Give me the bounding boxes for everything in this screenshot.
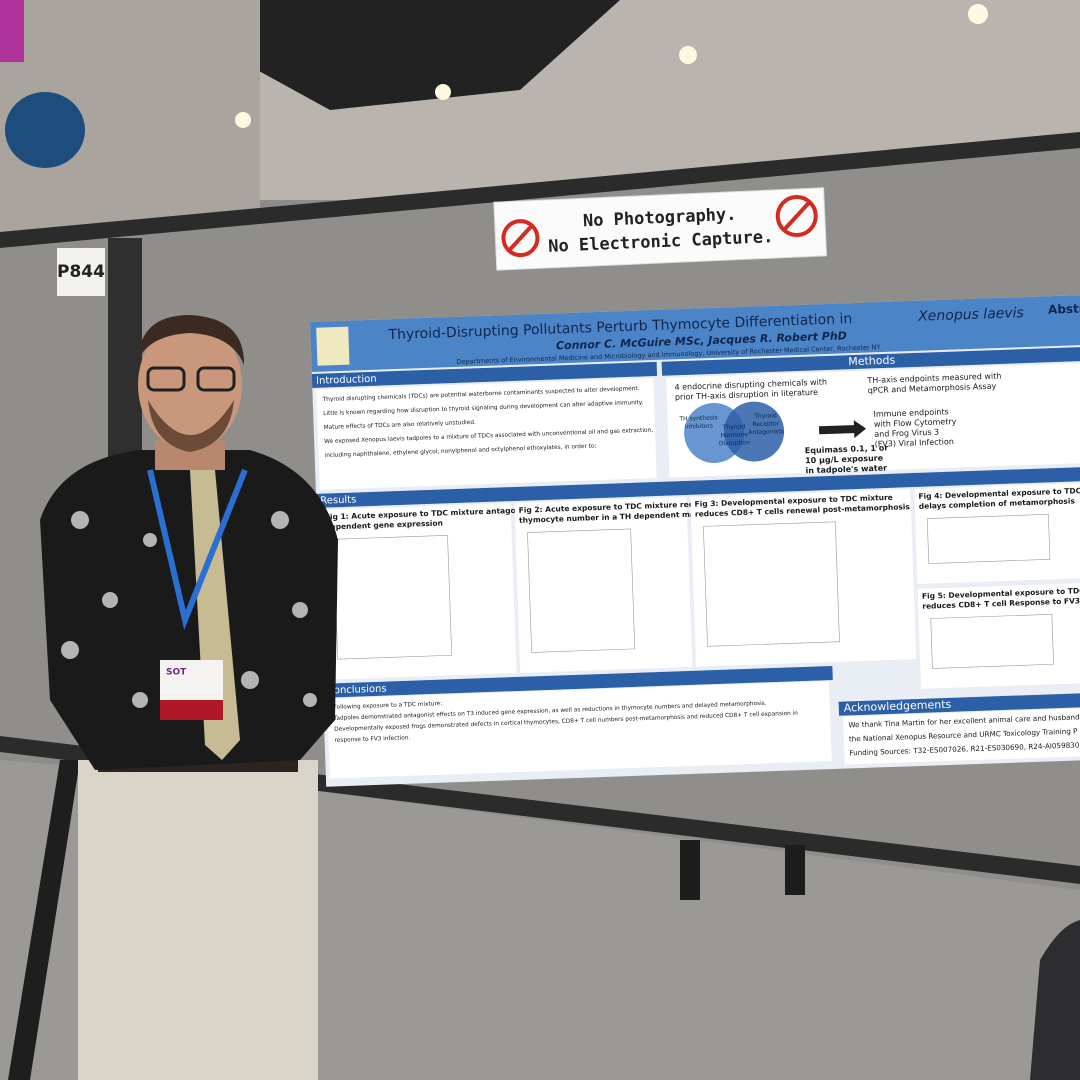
section-heading: Acknowledgements xyxy=(844,698,952,715)
section-heading: Results xyxy=(320,494,356,506)
badge-text: SOT xyxy=(166,668,187,678)
no-phone-icon xyxy=(775,195,818,238)
text-line: Receptor xyxy=(752,420,780,428)
chair xyxy=(1030,920,1080,1080)
text-line: Antagonists xyxy=(748,428,784,436)
shirt-pattern xyxy=(61,511,317,708)
figure-box xyxy=(690,489,917,667)
icon-slash xyxy=(507,224,534,252)
text-line: response to FV3 infection. xyxy=(335,735,411,744)
text-line: dependent gene expression xyxy=(325,518,443,531)
section-bar xyxy=(316,465,1080,508)
text-line: Thyroid xyxy=(753,412,777,420)
text-line: 10 µg/L exposure xyxy=(805,454,884,466)
section-bar xyxy=(322,665,833,698)
face xyxy=(138,320,242,450)
text-line: Mature effects of TDCs are also relative… xyxy=(324,420,476,431)
text-line: Disruption xyxy=(719,439,750,447)
duct xyxy=(5,92,85,168)
figure-box xyxy=(514,496,693,673)
text-line: TH synthesis xyxy=(678,414,718,422)
figures: Fig 1: Acute exposure to TDC mixture ant… xyxy=(320,481,1080,689)
intro-box xyxy=(316,378,657,490)
abstract-label: Abstract xyxy=(1048,301,1080,317)
glasses xyxy=(146,366,186,392)
no-camera-icon xyxy=(501,219,540,258)
text-line: inhibitors xyxy=(685,423,713,431)
figure-plot xyxy=(930,613,1054,669)
arrow xyxy=(818,420,867,439)
text-line: Following exposure to a TDC mixture: xyxy=(333,701,442,711)
badge-stripe xyxy=(160,700,223,720)
booth-number: P844 xyxy=(57,262,105,282)
booth-card xyxy=(57,248,105,296)
text-line: (FV3) Viral Infection xyxy=(874,437,954,449)
text-line: with Flow Cytometry xyxy=(874,417,957,429)
easel-leg xyxy=(8,760,80,1080)
section-bar xyxy=(661,346,1080,376)
wall-frame-top xyxy=(0,132,1080,248)
section-heading: Introduction xyxy=(316,374,377,387)
poster-header xyxy=(310,294,1080,372)
visitor-leg xyxy=(785,845,805,895)
text-line: Hormone xyxy=(720,431,748,439)
ack-box xyxy=(843,706,1080,765)
light xyxy=(968,4,988,24)
text-line: in tadpole's water xyxy=(805,463,887,475)
figure-plot xyxy=(527,528,636,653)
glasses xyxy=(196,366,236,392)
figure-plot xyxy=(926,514,1051,564)
text-line: Immune endpoints xyxy=(873,407,948,419)
conclusions-box xyxy=(327,681,832,779)
light xyxy=(435,84,451,100)
figure-box xyxy=(914,481,1080,584)
poster: Thyroid-Disrupting Pollutants Perturb Th… xyxy=(310,294,1080,787)
sign: No Photography. No Electronic Capture. xyxy=(493,187,828,271)
icon-slash xyxy=(782,201,811,231)
light xyxy=(235,112,251,128)
beard xyxy=(148,400,234,452)
pants xyxy=(78,760,318,1080)
poster-title-species: Xenopus laevis xyxy=(917,305,1024,325)
figure-box xyxy=(320,503,517,680)
figure-plot xyxy=(703,521,840,647)
lanyard xyxy=(147,468,248,630)
hair xyxy=(138,315,245,365)
banner xyxy=(0,0,24,62)
sign-board xyxy=(493,187,828,271)
visitor-leg xyxy=(680,840,700,900)
text-line: qPCR and Metamorphosis Assay xyxy=(868,382,997,395)
person: SOT xyxy=(40,315,338,1080)
university-logo xyxy=(316,326,350,366)
section-heading: Methods xyxy=(848,354,896,369)
text-line: and Frog Virus 3 xyxy=(874,428,939,439)
section-heading: Conclusions xyxy=(327,684,387,697)
text-line: Thyroid xyxy=(722,423,746,431)
light xyxy=(679,46,697,64)
figure-box xyxy=(917,581,1080,689)
text-line: Equimass 0.1, 1 or xyxy=(805,443,889,455)
section-bar xyxy=(838,691,1080,716)
section-bar xyxy=(311,361,658,388)
venn-right xyxy=(724,401,785,462)
